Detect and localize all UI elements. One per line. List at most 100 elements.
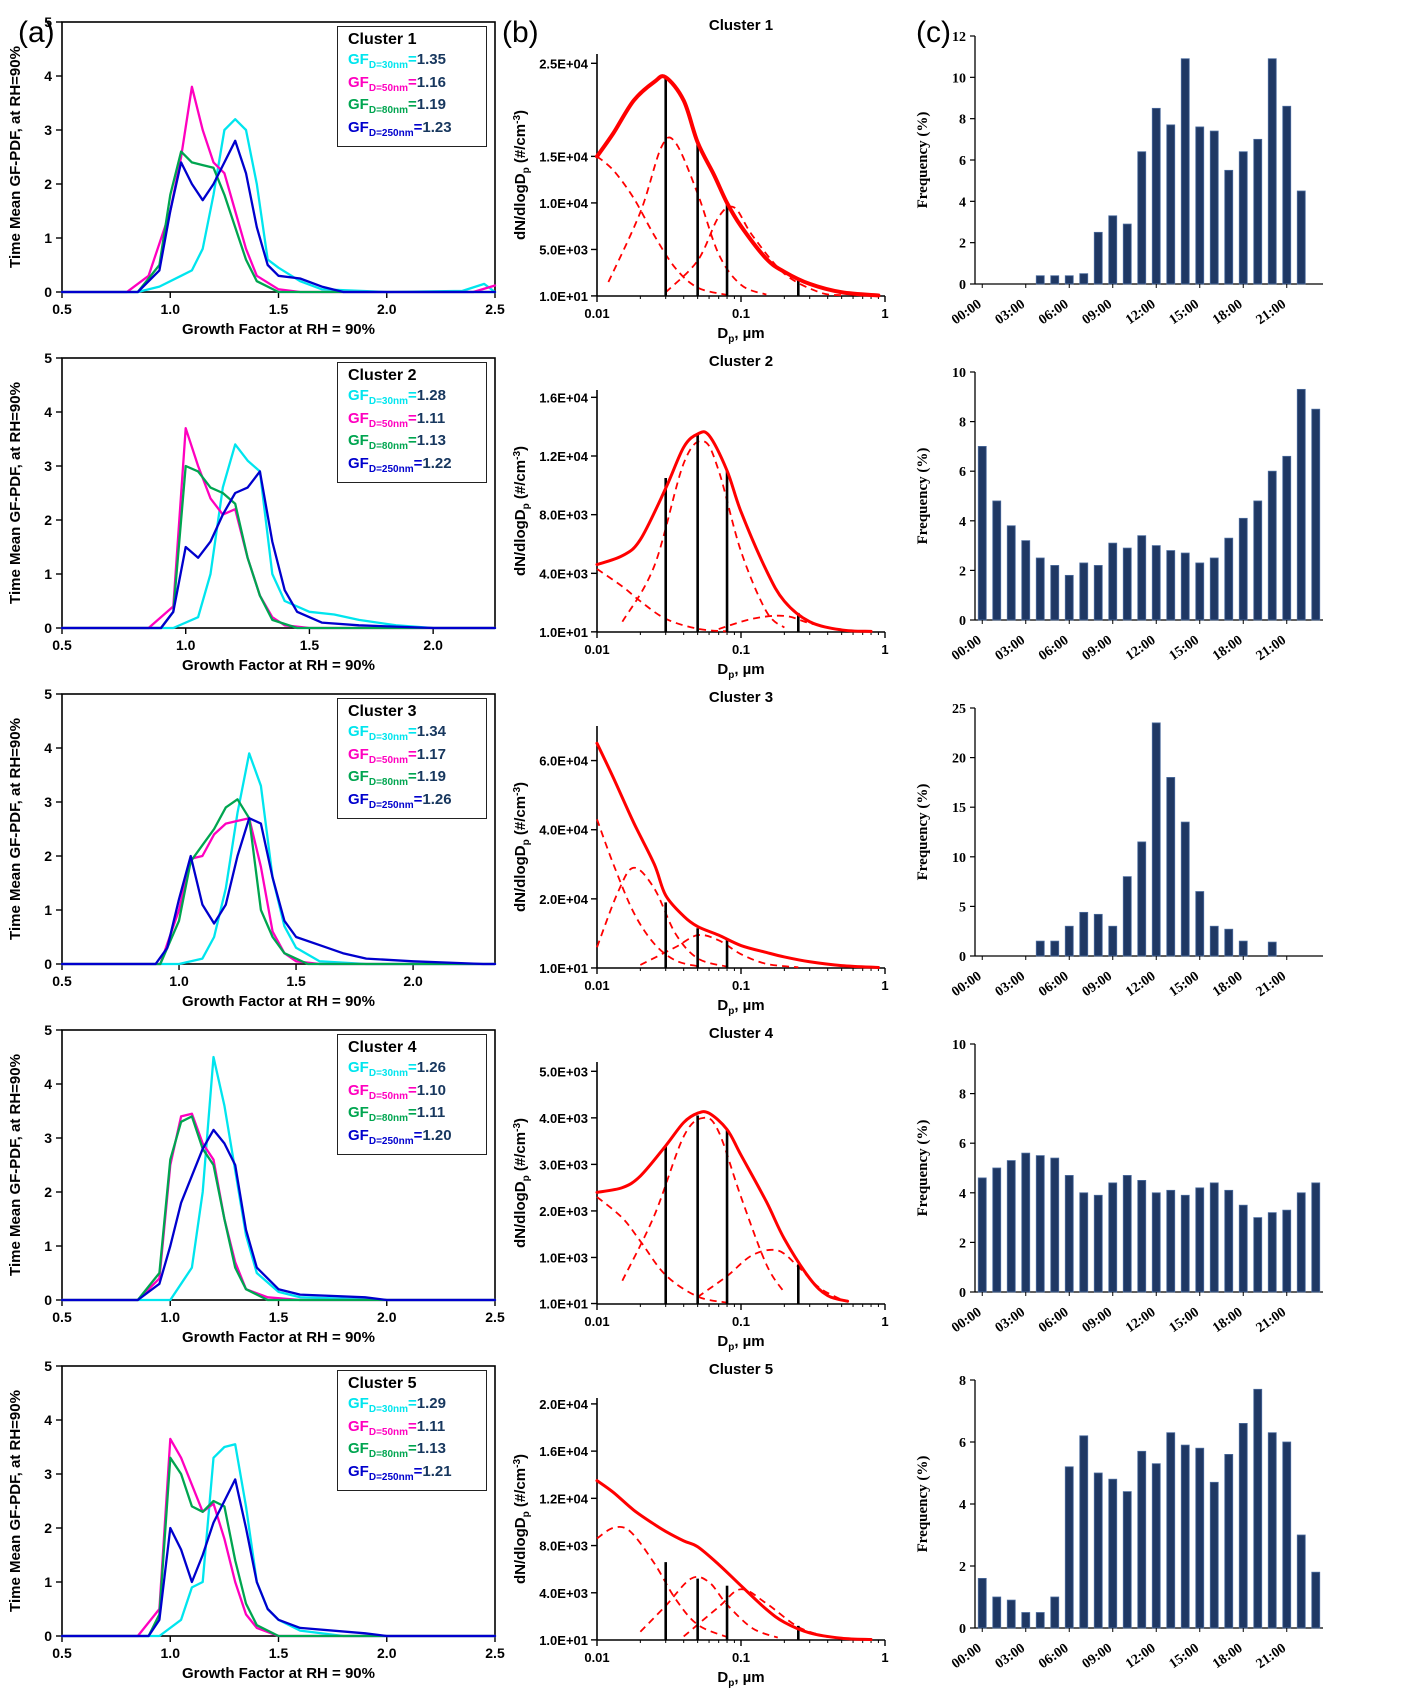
frequency-bar xyxy=(977,446,987,621)
axis-text: 1 xyxy=(44,566,52,582)
frequency-bar xyxy=(1035,1155,1045,1293)
mode-curve-1 xyxy=(596,155,728,296)
axis-text: 1 xyxy=(44,902,52,918)
axis-text: Growth Factor at RH = 90% xyxy=(182,993,375,1010)
frequency-bar xyxy=(1282,1209,1292,1293)
axis-text: 2.0E+04 xyxy=(539,1397,589,1412)
mode-curve-1 xyxy=(596,819,698,968)
axis-text: 18:00 xyxy=(1210,969,1245,1000)
axis-text: 0.1 xyxy=(732,306,750,321)
frequency-chart-4: 0 2 4 6 8 10 00:00 03:00 06:00 09:00 12:00 15:00 18:… xyxy=(909,1018,1339,1359)
frequency-svg-2: 0 2 4 6 8 10 00:00 03:00 06:00 09:00 12:00 15:00 18:… xyxy=(915,366,1323,664)
dist-x-axis-label: Dp, µm xyxy=(717,1669,764,1689)
frequency-bar xyxy=(1195,891,1205,957)
axis-text: 5 xyxy=(44,686,52,702)
frequency-bar xyxy=(1122,876,1132,957)
axis-text: 3 xyxy=(44,122,52,138)
axis-text: Growth Factor at RH = 90% xyxy=(182,657,375,674)
axis-text: 1 xyxy=(881,642,888,657)
frequency-bar xyxy=(1253,500,1263,621)
frequency-bar xyxy=(1311,408,1321,621)
freq-y-axis-label: Frequency (%) xyxy=(915,1120,931,1217)
axis-text: 0.5 xyxy=(52,637,72,653)
axis-text: 18:00 xyxy=(1210,633,1245,664)
frequency-bar xyxy=(1137,841,1147,957)
legend-entry: GFD=50nm=1.17 xyxy=(348,745,446,766)
axis-text: 4 xyxy=(44,68,52,84)
frequency-bar xyxy=(1195,1447,1205,1629)
axis-text: 1.5 xyxy=(269,1309,289,1325)
frequency-bar xyxy=(1253,1217,1263,1293)
axis-text: 12:00 xyxy=(1123,297,1158,328)
axis-text: 0.01 xyxy=(584,1650,609,1665)
axis-text: 4 xyxy=(959,1498,966,1513)
frequency-bar xyxy=(1267,1212,1277,1293)
axis-text: 10 xyxy=(952,851,966,866)
frequency-bar xyxy=(1296,388,1306,621)
frequency-bar xyxy=(1122,223,1132,285)
size-dist-chart-1: 0.01 0.1 1 2.5E+04 1.5E+04 1.0E+04 5.0E+03 1.0E… xyxy=(509,10,909,351)
axis-text: 4 xyxy=(959,195,966,210)
axis-text: 2.0E+03 xyxy=(539,1204,588,1219)
axis-text: 21:00 xyxy=(1254,633,1289,664)
gf-pdf-chart-3: 0.5 1.0 1.5 2.0 0 1 2 3 4 5 Growth Factor at RH = … xyxy=(4,682,509,1023)
frequency-bar xyxy=(1209,1481,1219,1629)
size-dist-svg-1: 0.01 0.1 1 2.5E+04 1.5E+04 1.0E+04 5.0E+03 1.0E… xyxy=(512,17,889,345)
mode-curve-3 xyxy=(665,205,842,297)
frequency-bar xyxy=(1093,565,1103,621)
axis-text: 10 xyxy=(952,71,966,86)
plot-frame xyxy=(61,357,496,629)
legend-entry: GFD=250nm=1.26 xyxy=(348,790,452,811)
frequency-bar xyxy=(1006,1160,1016,1293)
mode-curve-3 xyxy=(639,934,799,969)
dist-y-axis-label: dN/dlogDp (#/cm-3) xyxy=(512,1454,532,1584)
frequency-bar xyxy=(1282,1441,1292,1629)
dist-x-axis-label: Dp, µm xyxy=(717,997,764,1017)
legend-entry: GFD=50nm=1.11 xyxy=(348,409,446,430)
freq-y-axis-label: Frequency (%) xyxy=(915,448,931,545)
legend-entry: GFD=30nm=1.29 xyxy=(348,1395,446,1415)
axis-text: 1.5 xyxy=(286,973,306,989)
axis-text: 1.0E+04 xyxy=(539,196,589,211)
axis-text: 21:00 xyxy=(1254,1305,1289,1336)
dist-y-axis-label: dN/dlogDp (#/cm-3) xyxy=(512,110,532,240)
axis-text: 06:00 xyxy=(1036,633,1071,664)
axis-text: 8 xyxy=(959,1374,966,1389)
gf-pdf-chart-2: 0.5 1.0 1.5 2.0 0 1 2 3 4 5 Growth Factor at RH = … xyxy=(4,346,509,687)
frequency-svg-5: 0 2 4 6 8 00:00 03:00 06:00 09:00 12:00 15:00 18:00… xyxy=(915,1374,1323,1672)
size-dist-chart-5: 0.01 0.1 1 2.0E+04 1.6E+04 1.2E+04 8.0E+03 4.0E… xyxy=(509,1354,909,1695)
mode-curve-1 xyxy=(596,1525,728,1638)
legend-entry: GFD=250nm=1.23 xyxy=(348,118,452,139)
frequency-bar xyxy=(1079,273,1089,285)
axis-text: 0.01 xyxy=(584,978,609,993)
axis-text: 21:00 xyxy=(1254,969,1289,1000)
axis-text: 12:00 xyxy=(1123,969,1158,1000)
frequency-bar xyxy=(1064,925,1074,957)
axis-text: 8 xyxy=(959,113,966,128)
gf-legend-3: Cluster 3 GFD=30nm=1.34 GFD=50nm=1.17 GFD=8… xyxy=(337,698,487,819)
legend-title: Cluster 1 xyxy=(348,31,417,48)
legend-entry: GFD=30nm=1.26 xyxy=(348,1059,446,1079)
axis-text: 15 xyxy=(952,801,966,816)
axis-text: 0.1 xyxy=(732,1314,750,1329)
frequency-bar xyxy=(1050,1596,1060,1629)
axis-text: 1.0 xyxy=(161,1645,181,1661)
plot-frame xyxy=(61,693,496,965)
gf-y-axis-label: Time Mean GF-PDF, at RH=90% xyxy=(7,46,24,268)
axis-text: 5 xyxy=(44,1358,52,1374)
frequency-bar xyxy=(1021,1612,1031,1629)
frequency-bar xyxy=(1064,275,1074,285)
axis-text: 1 xyxy=(881,1314,888,1329)
size-dist-svg-2: 0.01 0.1 1 1.6E+04 1.2E+04 8.0E+03 4.0E+03 1.0E… xyxy=(512,353,889,681)
axis-text: 2 xyxy=(959,1560,966,1575)
frequency-bar xyxy=(1296,1534,1306,1629)
axis-text: 0 xyxy=(44,1628,52,1644)
gf-pdf-svg-5: 0.5 1.0 1.5 2.0 2.5 0 1 2 3 4 5 Growth Factor at RH… xyxy=(7,1358,505,1682)
frequency-bar xyxy=(1050,1157,1060,1293)
axis-text: 1.5 xyxy=(300,637,320,653)
gf-series-gf250 xyxy=(60,817,497,966)
frequency-bar xyxy=(1108,1478,1118,1629)
axis-text: 2.5 xyxy=(485,1645,505,1661)
axis-text: 1 xyxy=(44,1238,52,1254)
frequency-bar xyxy=(1180,58,1190,285)
